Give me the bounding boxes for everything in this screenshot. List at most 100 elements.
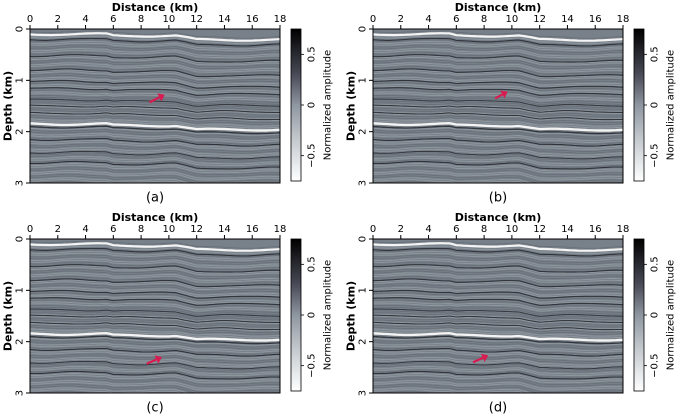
seismic-image: [30, 239, 280, 393]
plot-frame: [372, 238, 624, 394]
colorbar-tick-label: −0.5: [307, 354, 318, 378]
x-tick-label: 16: [246, 14, 259, 25]
colorbar: [290, 28, 302, 182]
seismic-image: [373, 239, 623, 393]
x-tick-label: 14: [218, 224, 231, 235]
panel-caption: (d): [489, 401, 507, 416]
x-tick-label: 14: [561, 224, 574, 235]
x-axis-title: Distance (km): [112, 1, 199, 14]
annotation-arrow-head: [500, 90, 508, 99]
x-tick-label: 10: [506, 14, 519, 25]
colorbar-tick-label: 0: [307, 102, 318, 108]
colorbar-tick-label: 0.5: [650, 256, 661, 272]
x-tick-label: 2: [55, 14, 61, 25]
colorbar-title: Normalized amplitude: [666, 260, 677, 370]
y-tick-label: 2: [15, 128, 26, 134]
y-tick-label: 2: [358, 338, 369, 344]
y-tick-label: 1: [15, 287, 26, 293]
colorbar: [290, 238, 302, 392]
y-tick-label: 1: [358, 77, 369, 83]
colorbar-tick-label: −0.5: [650, 354, 661, 378]
colorbar-tick-label: −0.5: [307, 144, 318, 168]
y-tick-label: 1: [358, 287, 369, 293]
x-tick-label: 0: [370, 14, 376, 25]
x-tick-label: 6: [453, 14, 459, 25]
x-tick-label: 12: [190, 224, 203, 235]
y-tick-label: 1: [15, 77, 26, 83]
x-tick-label: 0: [27, 224, 33, 235]
x-tick-label: 10: [163, 224, 176, 235]
y-axis-title: Depth (km): [345, 71, 358, 141]
plot-frame: [372, 28, 624, 184]
colorbar: [633, 238, 645, 392]
y-tick-label: 3: [358, 390, 369, 396]
colorbar: [633, 28, 645, 182]
colorbar-tick-label: 0.5: [650, 46, 661, 62]
x-tick-label: 16: [589, 224, 602, 235]
annotation-arrow-head: [157, 93, 165, 102]
x-tick-label: 18: [617, 224, 630, 235]
x-tick-label: 18: [274, 14, 287, 25]
y-tick-label: 0: [15, 26, 26, 32]
annotation-arrow-head: [480, 353, 489, 363]
x-tick-label: 4: [425, 14, 431, 25]
y-tick-label: 3: [358, 180, 369, 186]
colorbar-tick-label: −0.5: [650, 144, 661, 168]
y-tick-label: 0: [15, 236, 26, 242]
y-axis-title: Depth (km): [2, 71, 15, 141]
y-tick-label: 0: [358, 26, 369, 32]
annotation-arrow-shaft: [148, 96, 160, 104]
colorbar-tick-label: 0.5: [307, 46, 318, 62]
x-tick-label: 4: [82, 14, 88, 25]
y-axis-title: Depth (km): [2, 281, 15, 351]
x-tick-label: 4: [425, 224, 431, 235]
plot-frame: [29, 28, 281, 184]
x-tick-label: 8: [481, 224, 487, 235]
x-tick-label: 8: [481, 14, 487, 25]
annotation-arrow-shaft: [472, 356, 484, 364]
colorbar-tick-label: 0: [650, 312, 661, 318]
x-axis-title: Distance (km): [112, 211, 199, 224]
x-tick-label: 6: [453, 224, 459, 235]
x-tick-label: 14: [218, 14, 231, 25]
x-tick-label: 0: [370, 224, 376, 235]
x-tick-label: 8: [138, 14, 144, 25]
panel-caption: (c): [146, 401, 163, 416]
annotation-arrow-shaft: [146, 358, 157, 365]
x-tick-label: 10: [506, 224, 519, 235]
colorbar-title: Normalized amplitude: [323, 50, 334, 160]
colorbar-title: Normalized amplitude: [323, 260, 334, 370]
x-tick-label: 10: [163, 14, 176, 25]
x-tick-label: 6: [110, 224, 116, 235]
x-tick-label: 8: [138, 224, 144, 235]
colorbar-tick-label: 0: [307, 312, 318, 318]
x-tick-label: 2: [398, 224, 404, 235]
y-axis-title: Depth (km): [345, 281, 358, 351]
x-tick-label: 12: [533, 14, 546, 25]
seismic-image: [373, 29, 623, 183]
plot-frame: [29, 238, 281, 394]
colorbar-tick-label: 0.5: [307, 256, 318, 272]
annotation-arrow-head: [154, 355, 162, 364]
x-tick-label: 2: [55, 224, 61, 235]
x-tick-label: 18: [274, 224, 287, 235]
y-tick-label: 2: [15, 338, 26, 344]
x-tick-label: 18: [617, 14, 630, 25]
panel-caption: (b): [489, 191, 507, 206]
x-tick-label: 6: [110, 14, 116, 25]
seismic-image: [30, 29, 280, 183]
x-tick-label: 4: [82, 224, 88, 235]
y-tick-label: 0: [358, 236, 369, 242]
colorbar-tick-label: 0: [650, 102, 661, 108]
x-tick-label: 16: [589, 14, 602, 25]
y-tick-label: 2: [358, 128, 369, 134]
x-tick-label: 14: [561, 14, 574, 25]
x-tick-label: 16: [246, 224, 259, 235]
x-tick-label: 2: [398, 14, 404, 25]
y-tick-label: 3: [15, 390, 26, 396]
